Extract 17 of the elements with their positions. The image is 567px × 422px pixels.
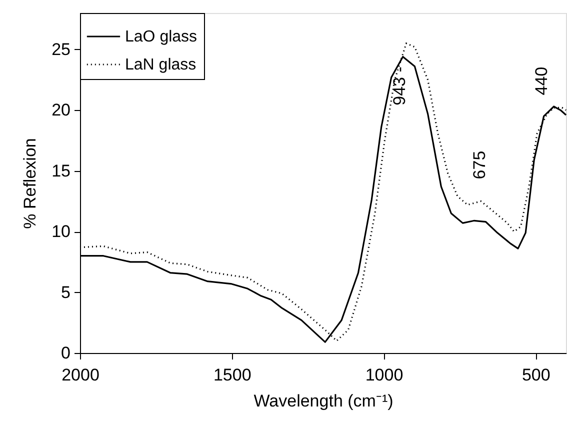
x-tick-label: 1000 xyxy=(365,366,404,384)
x-tick-label: 1500 xyxy=(213,366,252,384)
legend-label: LaO glass xyxy=(125,28,198,46)
annotation: 675 xyxy=(470,150,489,180)
annotation: 943 - xyxy=(390,66,409,106)
y-tick-label: 5 xyxy=(61,282,70,302)
y-tick-label: 10 xyxy=(52,222,70,242)
y-tick-label: 25 xyxy=(52,40,70,59)
x-tick-label: 2000 xyxy=(62,366,100,384)
x-axis-title: Wavelength (cm⁻¹) xyxy=(254,392,394,410)
legend-label: LaN glass xyxy=(125,56,196,74)
y-tick-label: 20 xyxy=(52,100,70,120)
annotation: 440 xyxy=(532,66,551,96)
y-tick-label: 15 xyxy=(52,161,70,180)
y-tick-label: 0 xyxy=(61,344,70,362)
x-tick-label: 500 xyxy=(522,366,550,384)
y-axis-title: % Reflexion xyxy=(20,138,40,229)
